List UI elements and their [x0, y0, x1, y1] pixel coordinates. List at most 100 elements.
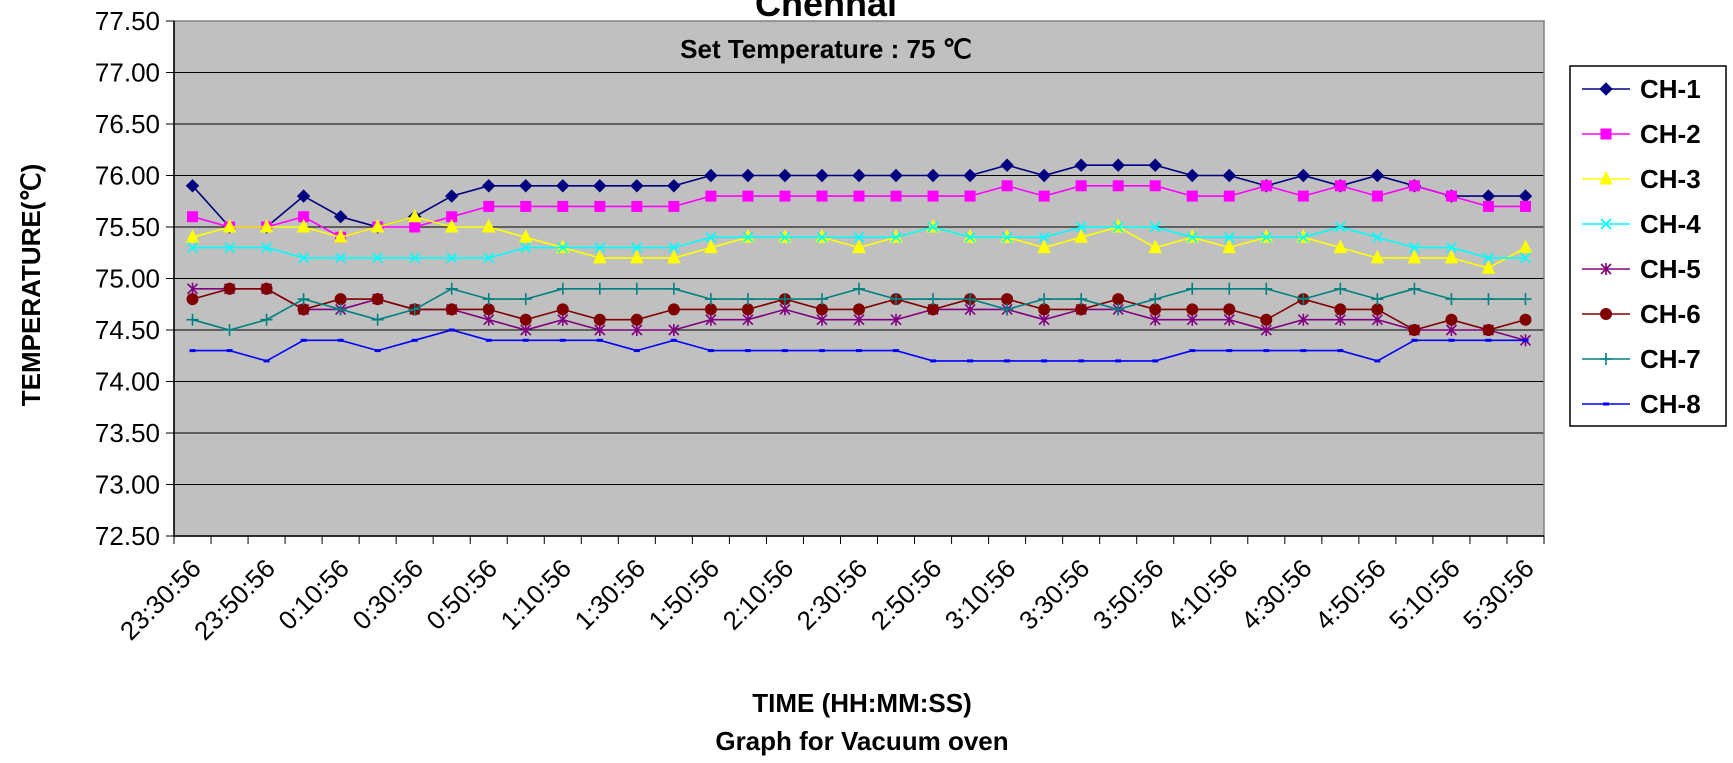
- data-point: [815, 303, 828, 316]
- data-point: [1001, 231, 1013, 243]
- data-point: [815, 168, 829, 183]
- data-point: [1522, 338, 1529, 342]
- x-tick-label: 1:30:56: [569, 553, 652, 636]
- data-point: [448, 328, 455, 332]
- data-point: [186, 242, 199, 254]
- data-point: [371, 293, 384, 306]
- data-point: [1152, 359, 1159, 363]
- data-point: [779, 231, 791, 243]
- data-point: [519, 179, 533, 193]
- data-point: [226, 349, 233, 353]
- data-point: [1371, 313, 1383, 326]
- data-point: [1300, 349, 1307, 353]
- data-point: [1223, 190, 1235, 202]
- data-point: [593, 313, 606, 326]
- data-point: [333, 229, 348, 243]
- data-point: [520, 324, 532, 336]
- data-point: [1337, 349, 1344, 353]
- data-point: [741, 293, 754, 306]
- data-point: [557, 242, 569, 254]
- data-point: [407, 208, 422, 223]
- data-point: [409, 221, 421, 233]
- data-point: [1223, 303, 1236, 316]
- data-point: [1112, 293, 1125, 306]
- data-point: [186, 282, 199, 295]
- data-point: [334, 293, 347, 306]
- x-tick-label: 3:10:56: [939, 553, 1022, 636]
- data-point: [964, 293, 977, 306]
- data-point: [889, 168, 903, 183]
- data-point: [223, 242, 236, 254]
- x-tick-label: 1:10:56: [494, 553, 577, 636]
- legend-label: CH-3: [1640, 164, 1701, 194]
- x-axis-ticks: 23:30:5623:50:560:10:560:30:560:50:561:1…: [114, 536, 1545, 646]
- x-tick-label: 4:30:56: [1235, 553, 1318, 636]
- data-point: [630, 313, 643, 326]
- y-tick-label: 76.00: [95, 161, 160, 191]
- data-point: [1481, 260, 1496, 274]
- data-point: [1445, 190, 1457, 202]
- data-point: [518, 229, 533, 243]
- data-point: [670, 338, 677, 342]
- data-point: [1223, 313, 1235, 326]
- y-tick-label: 76.50: [95, 109, 160, 139]
- data-point: [1371, 293, 1384, 306]
- y-tick-label: 77.50: [95, 6, 160, 36]
- data-point: [594, 242, 606, 254]
- x-tick-label: 2:50:56: [865, 553, 948, 636]
- data-point: [1408, 324, 1421, 336]
- data-point: [1038, 231, 1050, 243]
- data-point: [893, 349, 900, 353]
- data-point: [1374, 359, 1381, 363]
- data-point: [485, 338, 492, 342]
- data-point: [1037, 239, 1051, 254]
- data-point: [816, 313, 828, 326]
- data-point: [1260, 324, 1272, 336]
- data-point: [890, 293, 903, 306]
- data-point: [705, 231, 717, 243]
- data-point: [1001, 293, 1014, 306]
- data-point: [482, 293, 495, 306]
- legend-marker: [1600, 308, 1612, 320]
- data-point: [927, 190, 939, 202]
- x-tick-label: 3:30:56: [1013, 553, 1096, 636]
- chart-title: Chennai: [755, 0, 897, 24]
- legend-label: CH-8: [1640, 389, 1701, 419]
- data-point: [704, 293, 717, 306]
- data-point: [781, 349, 788, 353]
- data-point: [964, 190, 976, 202]
- y-tick-label: 72.50: [95, 521, 160, 551]
- y-tick-label: 74.50: [95, 315, 160, 345]
- data-point: [1334, 303, 1347, 316]
- data-point: [630, 282, 643, 295]
- data-point: [1333, 239, 1348, 254]
- data-point: [1482, 252, 1495, 264]
- data-point: [1075, 293, 1088, 306]
- data-point: [1260, 282, 1273, 295]
- data-point: [337, 338, 344, 342]
- data-point: [964, 231, 976, 243]
- data-point: [853, 231, 865, 243]
- data-point: [185, 229, 200, 243]
- data-point: [1371, 303, 1384, 316]
- data-point: [520, 200, 532, 212]
- data-point: [1037, 168, 1051, 183]
- x-tick-label: 2:30:56: [791, 553, 874, 636]
- data-point: [744, 349, 751, 353]
- data-point: [297, 293, 310, 306]
- data-point: [185, 179, 200, 193]
- data-point: [300, 338, 307, 342]
- data-point: [633, 349, 640, 353]
- data-point: [741, 303, 754, 316]
- y-tick-label: 75.00: [95, 264, 160, 294]
- data-point: [1075, 303, 1088, 316]
- data-point: [222, 218, 237, 233]
- data-point: [778, 168, 792, 183]
- legend-marker: [1599, 170, 1613, 185]
- data-point: [1296, 168, 1311, 183]
- data-point: [1297, 190, 1309, 202]
- data-point: [630, 179, 644, 193]
- data-point: [1297, 293, 1310, 306]
- data-point: [1223, 282, 1236, 295]
